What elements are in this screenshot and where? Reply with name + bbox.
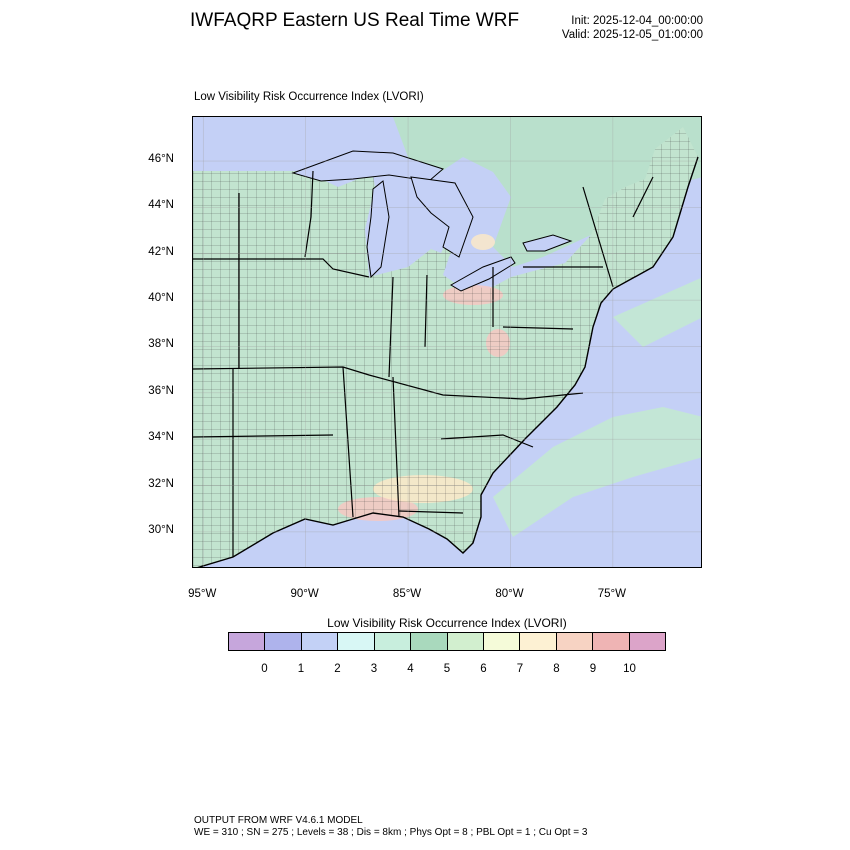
legend-swatch-3 bbox=[338, 633, 375, 650]
canada-land bbox=[393, 117, 701, 267]
legend-swatch-9 bbox=[556, 633, 594, 650]
legend-swatch-4 bbox=[374, 633, 412, 650]
lake-erie bbox=[450, 256, 516, 292]
legend-swatch-11 bbox=[629, 633, 666, 650]
model-info: OUTPUT FROM WRF V4.6.1 MODEL WE = 310 ; … bbox=[194, 815, 587, 839]
legend-colorbar bbox=[228, 632, 666, 651]
legend-tick-0: 0 bbox=[261, 663, 268, 675]
lat-label-32n: 32°N bbox=[148, 477, 174, 490]
lat-label-34n: 34°N bbox=[148, 431, 174, 444]
state-borders bbox=[193, 170, 654, 557]
legend-tick-4: 4 bbox=[407, 663, 414, 675]
lon-label-95w: 95°W bbox=[188, 588, 217, 600]
ocean-shelf bbox=[613, 277, 701, 347]
legend-tick-5: 5 bbox=[443, 663, 451, 675]
valid-time: Valid: 2025-12-05_01:00:00 bbox=[561, 29, 703, 41]
lon-label-75w: 75°W bbox=[597, 588, 626, 600]
legend-tick-2: 2 bbox=[334, 663, 341, 675]
legend-swatch-1 bbox=[265, 633, 302, 650]
lon-label-80w: 80°W bbox=[495, 588, 524, 600]
lat-label-42n: 42°N bbox=[148, 245, 174, 258]
map-canvas bbox=[193, 117, 701, 567]
ocean-shelf bbox=[493, 407, 701, 537]
legend-swatch-0 bbox=[229, 633, 266, 650]
map-panel bbox=[192, 116, 702, 568]
map-title: Low Visibility Risk Occurrence Index (LV… bbox=[194, 91, 424, 103]
legend-tick-3: 3 bbox=[370, 663, 378, 675]
legend-swatch-7 bbox=[483, 633, 521, 650]
legend-title: Low Visibility Risk Occurrence Index (LV… bbox=[327, 616, 567, 630]
lat-label-30n: 30°N bbox=[148, 523, 174, 536]
model-version: OUTPUT FROM WRF V4.6.1 MODEL bbox=[194, 815, 363, 826]
legend-swatch-10 bbox=[593, 633, 630, 650]
coastline bbox=[197, 156, 699, 567]
lat-label-36n: 36°N bbox=[148, 384, 174, 397]
lat-label-44n: 44°N bbox=[148, 199, 174, 212]
run-info: Init: 2025-12-04_00:00:00 Valid: 2025-12… bbox=[562, 14, 703, 42]
lake-ontario bbox=[522, 234, 573, 252]
lon-label-85w: 85°W bbox=[392, 588, 422, 600]
legend-swatch-8 bbox=[520, 633, 557, 650]
legend-tick-6: 6 bbox=[480, 663, 487, 675]
lake-huron bbox=[410, 176, 474, 258]
lake-michigan bbox=[366, 180, 390, 279]
graticule bbox=[193, 117, 701, 567]
legend-tick-8: 8 bbox=[553, 663, 560, 675]
risk-patch-michigan bbox=[471, 234, 495, 250]
lat-label-38n: 38°N bbox=[148, 338, 174, 351]
lat-label-40n: 40°N bbox=[148, 292, 174, 305]
legend-tick-7: 7 bbox=[516, 663, 524, 675]
legend-swatch-6 bbox=[447, 633, 484, 650]
page-title: IWFAQRP Eastern US Real Time WRF bbox=[190, 10, 520, 31]
legend-tick-10: 10 bbox=[623, 663, 636, 675]
model-config: WE = 310 ; SN = 275 ; Levels = 38 ; Dis … bbox=[194, 827, 588, 838]
legend-tick-9: 9 bbox=[589, 663, 597, 675]
lat-label-46n: 46°N bbox=[148, 153, 174, 166]
legend-tick-1: 1 bbox=[297, 663, 305, 675]
lon-label-90w: 90°W bbox=[290, 588, 319, 600]
init-time: Init: 2025-12-04_00:00:00 bbox=[571, 15, 703, 27]
legend-swatch-5 bbox=[411, 633, 448, 650]
legend-swatch-2 bbox=[301, 633, 339, 650]
